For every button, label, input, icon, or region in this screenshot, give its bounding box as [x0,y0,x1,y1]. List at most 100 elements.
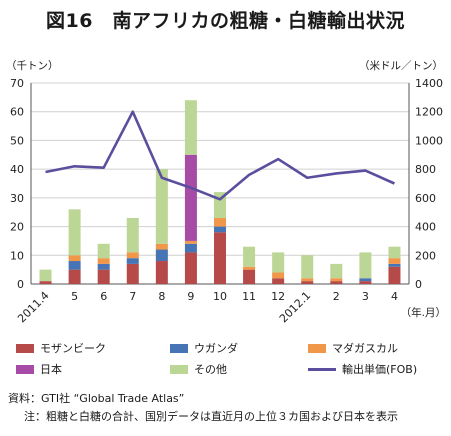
bar-madagascar [330,278,343,282]
bar-mozambique [68,269,81,284]
bar-mozambique [97,269,110,284]
left-tick-label: 50 [10,134,24,147]
left-tick-label: 10 [10,249,24,262]
right-tick-label: 400 [415,221,436,234]
bar-madagascar [272,272,285,279]
right-tick-label: 1400 [415,77,443,90]
bar-other [97,243,110,259]
bar-mozambique [243,269,256,284]
left-tick-label: 60 [10,106,24,119]
bar-madagascar [184,240,197,244]
bar-madagascar [243,266,256,270]
bar-other [39,269,52,282]
source-note: 資料：GTI社 “Global Trade Atlas” [8,392,185,405]
legend-label-price: 輸出単価(FOB) [342,363,418,376]
bar-other [388,246,401,259]
legend-swatch-uganda [170,343,188,353]
x-tick-label: 3 [362,290,369,303]
x-tick-label: 8 [158,290,165,303]
legend-label-madagascar: マダガスカル [332,342,398,355]
chart-title: 図16 南アフリカの粗糖・白糖輸出状況 [46,10,405,32]
bar-other [68,209,81,256]
x-tick-label: 9 [187,290,194,303]
legend-item-japan: 日本 [16,361,62,377]
bar-uganda [359,278,372,282]
left-axis-unit: （千トン） [6,60,59,72]
right-tick-label: 800 [415,163,436,176]
bar-mozambique [272,278,285,284]
bar-mozambique [39,281,52,284]
bar-uganda [126,258,139,264]
bar-other [272,252,285,273]
x-tick-label: 2 [333,290,340,303]
x-tick-label: 6 [100,290,107,303]
bar-other [126,217,139,253]
left-tick-label: 0 [17,278,24,291]
bar-other [301,255,314,279]
bar-other [359,252,372,279]
x-axis-unit: （年.月） [401,306,446,319]
legend-item-mozambique: モザンビーク [16,340,106,356]
left-tick-label: 20 [10,221,24,234]
bar-uganda [214,226,226,233]
right-tick-label: 600 [415,192,436,205]
x-tick-label: 11 [242,290,256,303]
legend-swatch-other [170,364,188,374]
legend-swatch-japan [16,364,34,374]
legend-swatch-mozambique [16,343,34,353]
legend-label-uganda: ウガンダ [194,342,238,355]
legend-item-madagascar: マダガスカル [308,340,398,356]
bar-mozambique [126,263,139,284]
legend-item-other: その他 [170,361,227,377]
bar-other [184,100,197,155]
bar-mozambique [301,281,314,284]
x-tick-label: 7 [129,290,136,303]
legend-label-other: その他 [194,363,227,376]
bar-mozambique [388,266,401,284]
notes: 資料：GTI社 “Global Trade Atlas” 注：粗糖と白糖の合計、… [0,390,398,426]
legend-label-japan: 日本 [40,363,62,376]
bar-uganda [68,261,81,270]
bar-uganda [155,249,168,262]
footnote: 注：粗糖と白糖の合計、国別データは直近月の上位３カ国および日本を表示 [24,410,398,423]
bar-madagascar [214,217,226,227]
legend-swatch-madagascar [308,343,326,353]
legend-label-mozambique: モザンビーク [40,342,106,355]
legend-swatch-price [308,367,336,371]
price-line [45,110,395,201]
right-tick-label: 200 [415,249,436,262]
left-tick-label: 30 [10,192,24,205]
bar-madagascar [126,252,139,259]
bar-madagascar [68,255,81,262]
bar-uganda [184,243,197,253]
bar-japan [184,154,197,241]
bar-madagascar [301,278,314,282]
legend-item-uganda: ウガンダ [170,340,238,356]
bar-other [243,246,256,267]
bar-mozambique [184,252,197,284]
x-tick-label: 2011.4 [15,289,51,325]
bar-uganda [388,263,401,267]
legend-item-price: 輸出単価(FOB) [308,361,417,377]
bar-mozambique [214,232,226,284]
bar-other [330,263,343,279]
bar-madagascar [388,258,401,264]
right-tick-label: 1000 [415,134,443,147]
bar-mozambique [330,281,343,284]
x-tick-label: 5 [71,290,78,303]
right-tick-label: 1200 [415,106,443,119]
left-tick-label: 70 [10,77,24,90]
bar-madagascar [97,258,110,264]
right-tick-label: 0 [415,278,422,291]
x-tick-label: 4 [391,290,398,303]
bar-mozambique [155,261,168,284]
left-tick-label: 40 [10,163,24,176]
bar-other [155,169,168,244]
chart-area: 0 10 20 30 40 50 60 70 0 200 400 600 800 1000 1200 1400… [10,77,446,325]
x-tick-label: 10 [213,290,227,303]
bar-madagascar [155,243,168,250]
bar-uganda [97,263,110,270]
x-tick-label: 12 [271,290,285,303]
bar-mozambique [359,281,372,284]
chart-legend: モザンビーク ウガンダ マダガスカル日本 その他 輸出単価(FOB) [0,334,451,384]
